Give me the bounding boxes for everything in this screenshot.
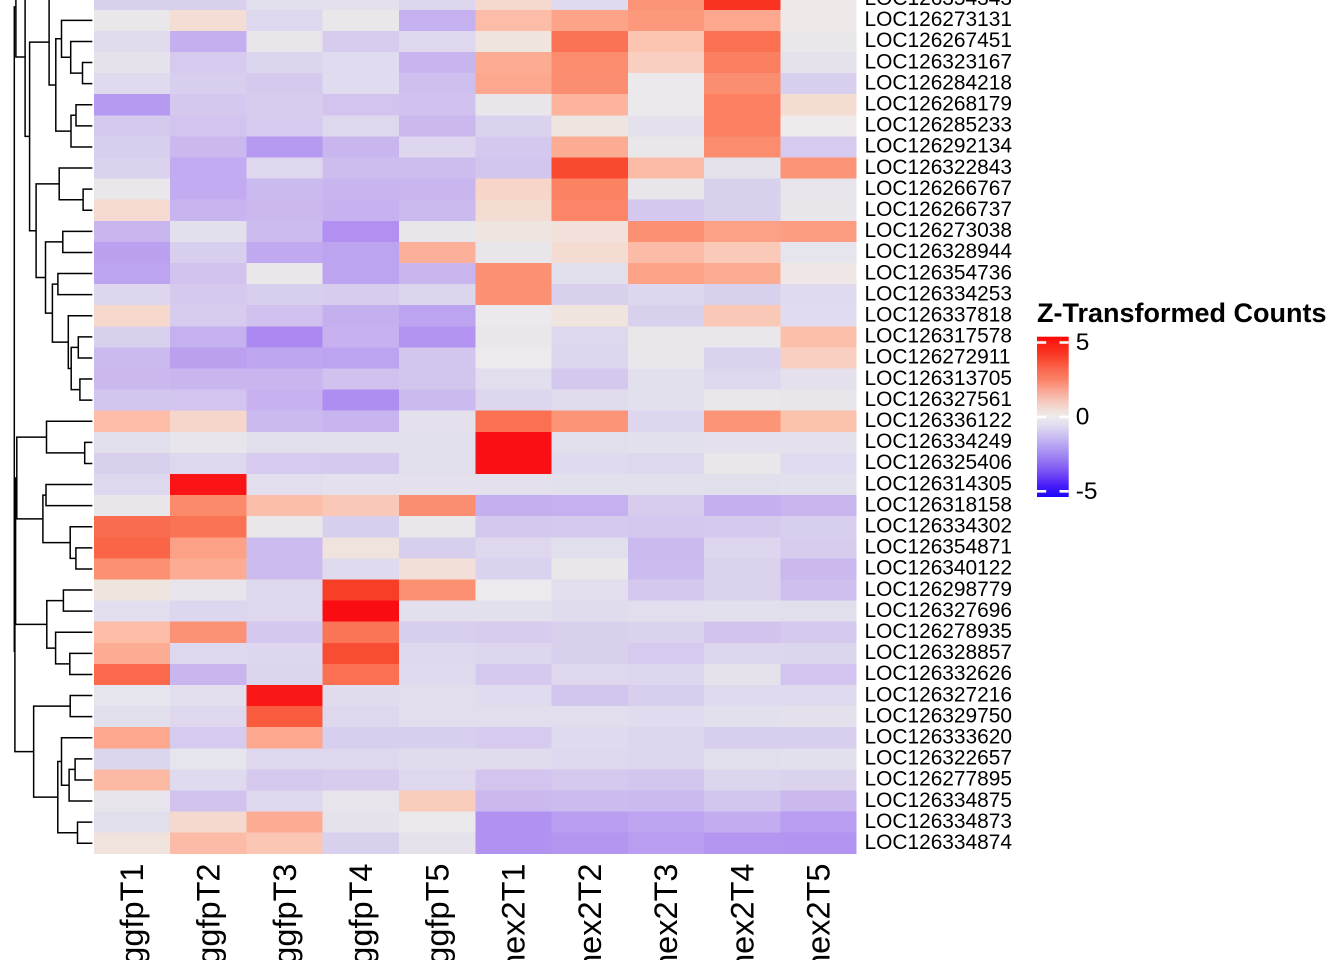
svg-text:Z-Transformed Counts: Z-Transformed Counts xyxy=(1037,298,1327,328)
svg-text:LOC126313705: LOC126313705 xyxy=(865,367,1013,390)
svg-text:LOC126298779: LOC126298779 xyxy=(865,578,1013,601)
svg-text:LOC126329750: LOC126329750 xyxy=(865,704,1013,727)
svg-text:LOC126277895: LOC126277895 xyxy=(865,768,1013,791)
svg-text:LOC126328857: LOC126328857 xyxy=(865,641,1013,664)
svg-text:LOC126266767: LOC126266767 xyxy=(865,177,1013,200)
svg-text:LOC126272911: LOC126272911 xyxy=(865,346,1011,369)
svg-text:LOC126334874: LOC126334874 xyxy=(865,831,1013,854)
svg-text:LOC126354343: LOC126354343 xyxy=(865,0,1013,10)
svg-text:LOC126337818: LOC126337818 xyxy=(865,303,1013,326)
svg-text:LOC126327696: LOC126327696 xyxy=(865,599,1013,622)
svg-text:LOC126340122: LOC126340122 xyxy=(865,557,1013,580)
svg-text:ggfpT4: ggfpT4 xyxy=(343,864,379,961)
svg-text:LOC126292134: LOC126292134 xyxy=(865,135,1013,158)
svg-text:LOC126322657: LOC126322657 xyxy=(865,747,1013,770)
svg-text:LOC126334302: LOC126334302 xyxy=(865,514,1013,537)
svg-text:LOC126273131: LOC126273131 xyxy=(865,8,1013,31)
svg-text:ggfpT3: ggfpT3 xyxy=(267,864,303,961)
svg-text:LOC126336122: LOC126336122 xyxy=(865,409,1013,432)
svg-text:LOC126327561: LOC126327561 xyxy=(865,388,1013,411)
svg-text:nex2T5: nex2T5 xyxy=(801,864,837,961)
svg-text:-5: -5 xyxy=(1076,478,1098,505)
svg-text:LOC126317578: LOC126317578 xyxy=(865,325,1013,348)
svg-text:LOC126334875: LOC126334875 xyxy=(865,789,1013,812)
svg-text:LOC126285233: LOC126285233 xyxy=(865,114,1013,137)
svg-text:nex2T1: nex2T1 xyxy=(496,864,532,961)
svg-text:LOC126323167: LOC126323167 xyxy=(865,50,1013,73)
svg-text:LOC126333620: LOC126333620 xyxy=(865,725,1013,748)
svg-text:LOC126266737: LOC126266737 xyxy=(865,198,1013,221)
svg-text:0: 0 xyxy=(1076,403,1090,430)
svg-text:nex2T2: nex2T2 xyxy=(572,864,608,961)
svg-text:LOC126273038: LOC126273038 xyxy=(865,219,1013,242)
svg-text:LOC126322843: LOC126322843 xyxy=(865,156,1013,179)
svg-text:LOC126334873: LOC126334873 xyxy=(865,810,1013,833)
svg-text:ggfpT5: ggfpT5 xyxy=(419,864,455,961)
svg-text:ggfpT2: ggfpT2 xyxy=(191,864,227,961)
svg-text:LOC126267451: LOC126267451 xyxy=(865,29,1013,52)
svg-text:LOC126327216: LOC126327216 xyxy=(865,683,1013,706)
svg-text:LOC126354871: LOC126354871 xyxy=(865,536,1013,559)
svg-text:LOC126268179: LOC126268179 xyxy=(865,92,1013,115)
svg-text:LOC126332626: LOC126332626 xyxy=(865,662,1013,685)
svg-text:LOC126328944: LOC126328944 xyxy=(865,240,1013,263)
svg-text:nex2T4: nex2T4 xyxy=(724,864,760,961)
svg-text:LOC126334253: LOC126334253 xyxy=(865,282,1013,305)
svg-text:LOC126354736: LOC126354736 xyxy=(865,261,1013,284)
svg-text:ggfpT1: ggfpT1 xyxy=(114,864,150,961)
svg-text:nex2T3: nex2T3 xyxy=(648,864,684,961)
svg-text:LOC126334249: LOC126334249 xyxy=(865,430,1013,453)
svg-text:5: 5 xyxy=(1076,329,1090,356)
svg-text:LOC126278935: LOC126278935 xyxy=(865,620,1013,643)
svg-text:LOC126318158: LOC126318158 xyxy=(865,493,1013,516)
svg-text:LOC126314305: LOC126314305 xyxy=(865,472,1013,495)
svg-text:LOC126325406: LOC126325406 xyxy=(865,451,1013,474)
svg-text:LOC126284218: LOC126284218 xyxy=(865,71,1013,94)
